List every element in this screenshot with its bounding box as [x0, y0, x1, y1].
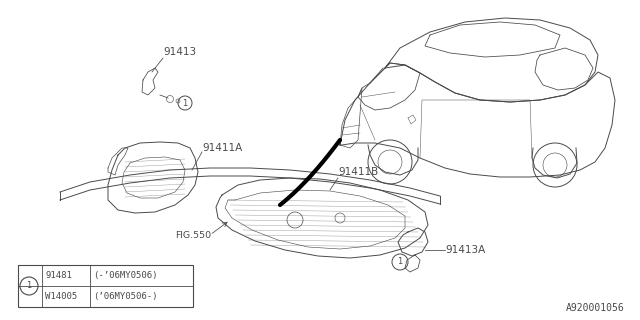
- Polygon shape: [216, 178, 428, 258]
- Text: 91481: 91481: [45, 271, 72, 280]
- Text: A920001056: A920001056: [566, 303, 625, 313]
- Polygon shape: [108, 142, 198, 213]
- Bar: [18, 265, 193, 307]
- Text: 91411A: 91411A: [202, 143, 243, 153]
- Polygon shape: [405, 255, 420, 272]
- Polygon shape: [142, 68, 158, 95]
- Text: (-’06MY0506): (-’06MY0506): [93, 271, 157, 280]
- Text: W14005: W14005: [45, 292, 77, 301]
- Polygon shape: [60, 168, 440, 204]
- Text: 91413A: 91413A: [445, 245, 485, 255]
- Polygon shape: [108, 148, 128, 175]
- Text: 91413: 91413: [163, 47, 196, 57]
- Text: (’06MY0506-): (’06MY0506-): [93, 292, 157, 301]
- Text: 1: 1: [397, 258, 403, 267]
- Text: 1: 1: [182, 99, 188, 108]
- Polygon shape: [398, 228, 428, 256]
- Text: 91411B: 91411B: [338, 167, 378, 177]
- Text: 1: 1: [26, 282, 31, 291]
- Text: FIG.550: FIG.550: [175, 230, 211, 239]
